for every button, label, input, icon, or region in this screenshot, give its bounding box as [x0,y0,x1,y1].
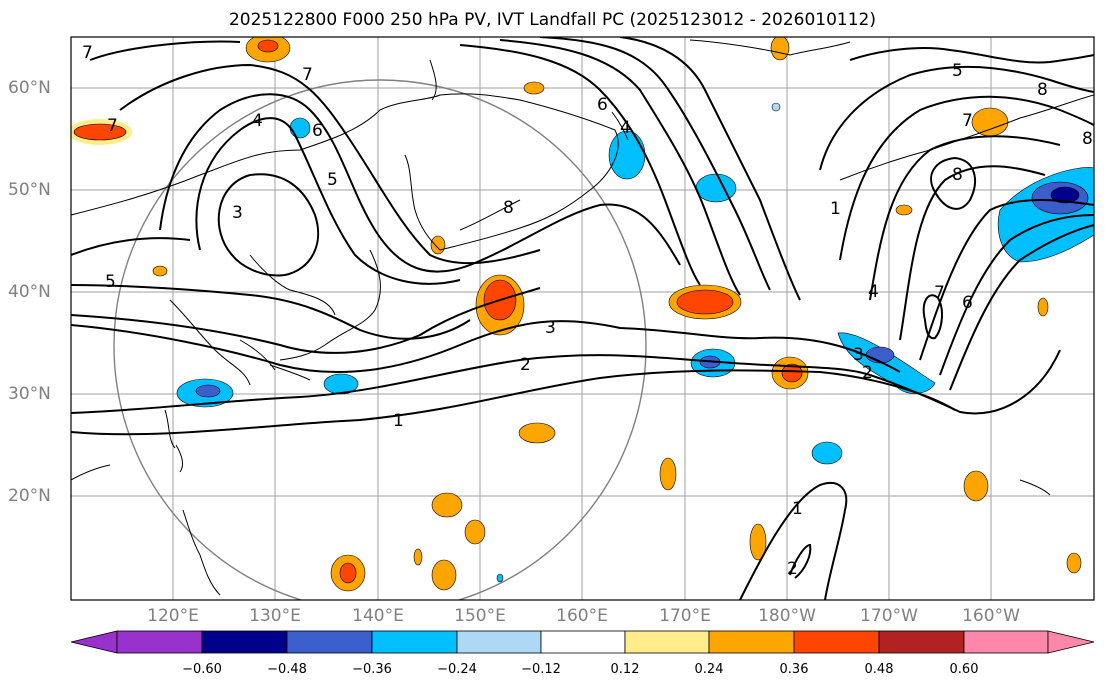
colorbar-tick: −0.60 [182,662,222,677]
contour-label: 8 [1082,129,1093,149]
colorbar-extend-low [70,630,118,654]
colorbar-bin [540,630,626,654]
lon-tick-170e: 170°E [659,606,711,626]
lat-tick-60: 60°N [8,78,51,98]
colorbar-tick: 0.48 [864,662,894,677]
contour-label: 6 [597,95,608,115]
contour-label: 6 [962,293,973,313]
lon-tick-150e: 150°E [454,606,506,626]
lat-tick-50: 50°N [8,180,51,200]
lon-tick-160w: 160°W [962,606,1020,626]
contour-label: 7 [107,116,118,136]
lon-tick-170w: 170°W [860,606,918,626]
lon-tick-140e: 140°E [352,606,404,626]
contour-label: 4 [620,118,631,138]
colorbar-bin [793,630,880,654]
colorbar-bin [371,630,458,654]
contour-label: 4 [868,282,879,302]
lon-tick-120e: 120°E [147,606,199,626]
lon-tick-180w: 180°W [758,606,816,626]
colorbar-tick: −0.36 [352,662,392,677]
contour-label: 8 [503,198,514,218]
contour-label: 5 [327,170,338,190]
contour-label: 2 [787,559,798,579]
colorbar-bin [201,630,288,654]
colorbar-tick: 0.60 [949,662,979,677]
contour-label: 8 [1037,80,1048,100]
lon-tick-130e: 130°E [249,606,301,626]
contour-label: 7 [82,43,93,63]
landfall-region-circle [113,79,647,600]
colorbar-bin [708,630,795,654]
map-title: 2025122800 F000 250 hPa PV, IVT Landfall… [228,10,876,30]
colorbar-bin [624,630,710,654]
contour-labels: 7 7 6 5 4 3 5 6 4 8 7 3 2 1 1 1 5 8 8 7 … [82,43,1093,579]
colorbar-tick: 0.36 [779,662,809,677]
colorbar-bin [286,630,373,654]
contour-label: 3 [853,345,864,365]
colorbar-bin [878,630,965,654]
colorbar-tick: −0.24 [437,662,477,677]
colorbar-tick: −0.48 [267,662,307,677]
colorbar-bin [963,630,1049,654]
contour-label: 7 [962,111,973,131]
contour-label: 4 [252,111,263,131]
contour-label: 5 [105,272,116,292]
coastlines [71,39,1094,596]
grid-lines [71,37,1094,600]
pv-anomaly-fills [71,37,1094,592]
lat-tick-40: 40°N [8,282,51,302]
contour-label: 5 [952,61,963,81]
contour-label: 2 [520,355,531,375]
colorbar-tick: −0.12 [521,662,561,677]
lat-tick-30: 30°N [8,384,51,404]
colorbar [70,630,1095,654]
contour-label: 7 [302,65,313,85]
contour-label: 6 [312,121,323,141]
lat-tick-20: 20°N [8,486,51,506]
contour-label: 1 [830,199,841,219]
lon-tick-160e: 160°E [556,606,608,626]
map-frame [70,36,1095,601]
contour-label: 7 [934,283,945,303]
contour-label: 8 [952,165,963,185]
colorbar-bin [116,630,203,654]
colorbar-bin [456,630,542,654]
colorbar-extend-high [1047,630,1095,654]
contour-label: 1 [792,499,803,519]
contour-label: 3 [232,203,243,223]
contour-label: 3 [545,318,556,338]
colorbar-tick: 0.24 [694,662,724,677]
pv-contours [71,37,1094,600]
colorbar-tick: 0.12 [610,662,640,677]
contour-label: 2 [862,363,873,383]
contour-label: 1 [393,411,404,431]
